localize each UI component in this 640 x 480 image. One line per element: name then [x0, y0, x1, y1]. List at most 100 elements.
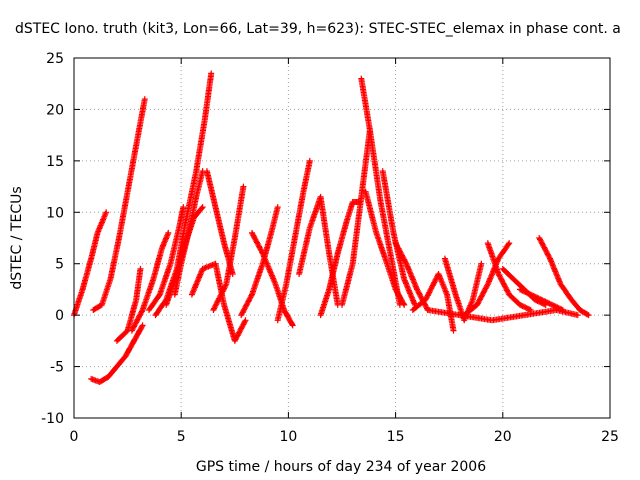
tick-layer: 0 5 10 15 20 25 -10 -5 0 5 10 15 20 25	[41, 51, 619, 445]
data-point	[234, 237, 236, 239]
data-point	[182, 206, 185, 208]
grid-layer	[74, 58, 610, 418]
series-3	[88, 322, 146, 385]
data-point	[587, 314, 590, 316]
data-point	[201, 206, 204, 208]
data-point	[201, 170, 204, 172]
data-point	[107, 376, 110, 378]
data-point	[394, 288, 397, 291]
data-point	[446, 293, 448, 296]
data-point	[206, 170, 208, 172]
data-point	[390, 257, 393, 260]
series-6	[146, 204, 187, 313]
data-point	[486, 283, 489, 286]
data-point	[158, 293, 161, 296]
data-point	[184, 221, 187, 224]
data-point	[210, 72, 213, 75]
x-tick-label: 20	[494, 429, 512, 445]
data-point	[124, 355, 127, 358]
data-point	[508, 242, 511, 244]
data-point	[454, 293, 457, 296]
data-point	[126, 329, 129, 332]
data-point	[559, 283, 562, 286]
data-point	[463, 319, 466, 322]
data-point	[240, 314, 243, 316]
data-point	[309, 160, 311, 162]
data-point	[225, 283, 228, 286]
data-point	[360, 77, 363, 80]
data-point	[261, 252, 264, 255]
data-point	[195, 196, 198, 198]
y-tick-label: 25	[46, 51, 64, 67]
data-point	[497, 273, 500, 275]
y-tick-label: 10	[46, 205, 64, 221]
data-point	[351, 201, 354, 203]
series-16	[296, 193, 341, 308]
data-point	[148, 309, 150, 311]
data-point	[491, 319, 493, 322]
series-15	[274, 157, 313, 324]
data-point	[143, 98, 146, 100]
data-point	[133, 340, 135, 342]
y-tick-label: -5	[50, 360, 64, 376]
data-point	[529, 293, 532, 296]
series-4	[113, 265, 144, 344]
data-point	[283, 309, 285, 311]
data-point	[214, 206, 217, 208]
data-point	[381, 170, 384, 172]
y-axis-label: dSTEC / TECUs	[9, 186, 25, 289]
data-point	[392, 232, 395, 234]
data-point	[285, 283, 288, 286]
data-point	[437, 273, 440, 275]
data-point	[336, 252, 339, 255]
data-point	[139, 268, 142, 270]
data-point	[379, 201, 382, 203]
data-point	[360, 196, 363, 198]
data-point	[328, 288, 330, 291]
series-29	[536, 235, 592, 319]
y-tick-label: 15	[46, 154, 64, 170]
data-point	[351, 262, 354, 265]
data-point	[369, 129, 371, 131]
data-point	[405, 262, 408, 265]
data-point	[497, 257, 500, 260]
data-point	[476, 304, 478, 306]
data-point	[90, 257, 92, 260]
chart-title: dSTEC Iono. truth (kit3, Lon=66, Lat=39,…	[15, 21, 621, 37]
series-markers	[409, 271, 457, 334]
x-tick-label: 5	[177, 429, 186, 445]
data-point	[169, 262, 172, 265]
data-point	[231, 273, 234, 275]
data-point	[98, 381, 101, 383]
data-point	[251, 293, 253, 296]
data-point	[135, 298, 137, 301]
data-point	[203, 118, 206, 121]
data-point	[519, 288, 521, 291]
data-point	[319, 196, 322, 198]
y-tick-label: 20	[46, 102, 64, 118]
data-point	[579, 309, 581, 311]
data-point	[519, 304, 521, 306]
y-tick-label: 0	[55, 308, 64, 324]
series-markers	[88, 322, 146, 385]
data-point	[364, 190, 367, 193]
data-point	[471, 298, 474, 301]
data-point	[570, 298, 573, 301]
x-axis-label: GPS time / hours of day 234 of year 2006	[196, 459, 486, 475]
data-point	[92, 309, 95, 311]
data-point	[274, 283, 277, 286]
data-point	[375, 232, 378, 234]
data-point	[261, 262, 264, 265]
data-point	[152, 278, 155, 280]
data-point	[109, 278, 112, 280]
data-point	[480, 262, 483, 265]
data-point	[105, 211, 107, 214]
data-point	[161, 247, 163, 250]
data-point	[386, 262, 388, 265]
data-point	[336, 304, 339, 306]
data-point	[291, 324, 294, 327]
data-point	[212, 309, 215, 311]
data-point	[101, 304, 103, 306]
data-point	[193, 216, 195, 219]
